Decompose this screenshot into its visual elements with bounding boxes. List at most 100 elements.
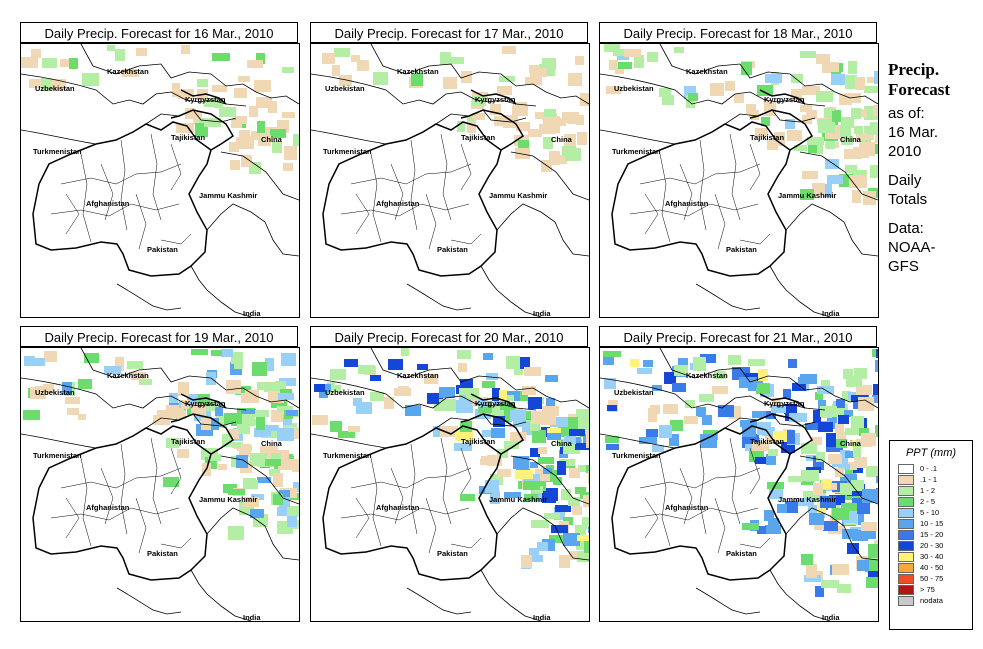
precip-cell [634, 55, 644, 68]
precip-cell [279, 378, 296, 386]
precip-cell [524, 367, 541, 376]
precip-cell [806, 564, 817, 578]
precip-cell [742, 523, 759, 530]
precip-cell [813, 410, 821, 424]
precip-cell [659, 425, 672, 438]
precip-cell [588, 527, 589, 533]
precip-cell [521, 555, 532, 568]
precip-cell [832, 481, 847, 492]
precip-cell [277, 428, 294, 441]
precip-map: Kazekhstan Uzbekistan Kyrgyzstan Tajikis… [310, 43, 590, 318]
precip-cell [457, 350, 471, 359]
precip-cell [578, 465, 589, 472]
precip-cell [460, 494, 475, 501]
precip-cell [774, 132, 785, 146]
label-india: India [243, 613, 261, 621]
precip-cell [510, 432, 526, 441]
precip-cell [851, 416, 864, 428]
precip-cell [813, 456, 824, 470]
precip-cell [802, 171, 818, 179]
precip-cell [801, 443, 817, 454]
precip-cell [439, 399, 456, 411]
precip-cell [504, 441, 519, 449]
precip-cell [816, 452, 825, 462]
precip-cell [777, 504, 787, 513]
precip-cell [755, 128, 768, 137]
legend-row: 30 - 40 [898, 551, 972, 562]
precip-cell [517, 357, 530, 369]
precip-cell [672, 383, 686, 392]
precip-cell [788, 476, 803, 482]
precip-cell [277, 507, 293, 516]
precip-layer [603, 349, 878, 597]
precip-cell [630, 359, 639, 367]
precip-cell [538, 447, 547, 454]
precip-cell [856, 386, 864, 399]
precip-cell [257, 477, 271, 483]
legend-label: 40 - 50 [920, 563, 944, 572]
precip-cell [547, 428, 561, 437]
precip-cell [561, 423, 578, 432]
precip-cell [344, 359, 358, 367]
precip-cell [854, 368, 867, 379]
label-kazakhstan: Kazekhstan [107, 67, 149, 76]
precip-cell [530, 448, 540, 457]
precip-cell [78, 379, 92, 389]
precip-cell [564, 134, 576, 148]
label-jammu-kashmir: Jammu Kashmir [489, 191, 547, 200]
precip-cell [845, 165, 857, 173]
precip-cell [805, 423, 818, 430]
precip-cell [260, 446, 278, 456]
precip-cell [876, 349, 878, 358]
precip-cell [459, 388, 467, 395]
precip-cell [268, 101, 277, 113]
label-afghanistan: Afghanistan [665, 199, 709, 208]
precip-cell [603, 351, 621, 357]
label-kazakhstan: Kazekhstan [686, 67, 728, 76]
precip-cell [851, 480, 864, 491]
precip-cell [824, 108, 834, 122]
precip-cell [741, 62, 752, 75]
precip-cell [859, 428, 869, 436]
precip-cell [835, 423, 844, 436]
precip-cell [804, 575, 821, 582]
precip-cell [797, 498, 813, 506]
forecast-panel-1: Daily Precip. Forecast for 16 Mar., 2010 [20, 22, 300, 318]
boundaries [600, 348, 878, 621]
precip-cell [499, 390, 507, 401]
precip-cell [370, 375, 381, 381]
precip-cell [870, 122, 878, 129]
precip-cell [537, 542, 548, 551]
precip-cell [357, 60, 369, 71]
precip-cell [577, 551, 589, 562]
precip-cell [60, 59, 74, 67]
precip-cell [647, 52, 658, 62]
label-kazakhstan: Kazekhstan [107, 371, 149, 380]
country-labels: Kazekhstan Uzbekistan Kyrgyzstan Tajikis… [33, 67, 283, 317]
precip-cell [696, 407, 706, 417]
precip-cell [238, 76, 250, 82]
precip-cell [766, 454, 776, 465]
precip-cell [542, 406, 559, 416]
precip-cell [522, 386, 536, 395]
precip-cell [439, 387, 455, 398]
precip-cell [502, 46, 516, 54]
precip-cell [330, 421, 342, 432]
precip-cell [604, 44, 620, 52]
precip-cell [872, 574, 878, 588]
panel-title: Daily Precip. Forecast for 20 Mar., 2010 [310, 326, 588, 347]
precip-cell [319, 390, 328, 398]
precip-cell [178, 89, 194, 99]
precip-cell [773, 431, 788, 442]
precip-cell [788, 359, 797, 368]
precip-cell [825, 159, 839, 169]
precip-cell [532, 430, 546, 443]
precip-cell [802, 86, 820, 95]
precip-cell [427, 393, 443, 404]
precip-cell [254, 80, 271, 92]
legend-swatch [898, 518, 914, 529]
precip-cell [769, 488, 783, 499]
precip-cell [127, 361, 143, 369]
precip-cell [270, 129, 286, 138]
precip-cell [277, 406, 293, 412]
